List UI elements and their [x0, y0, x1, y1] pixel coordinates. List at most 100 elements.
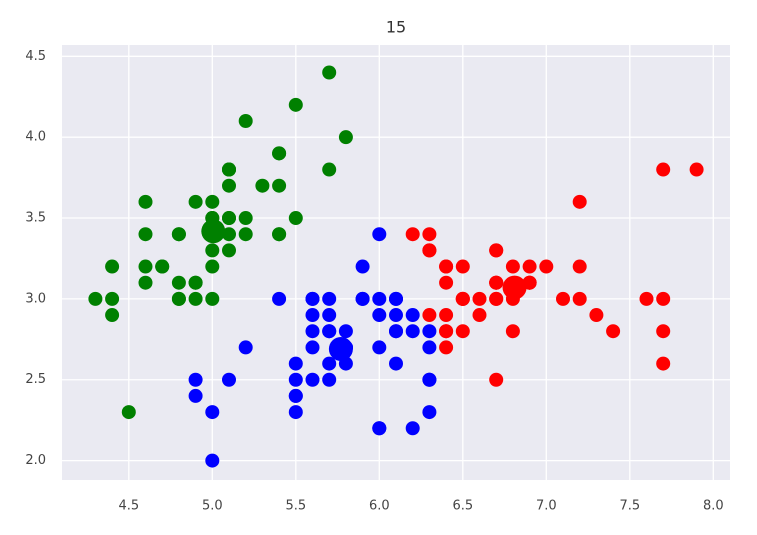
- point: [405, 421, 420, 436]
- point: [272, 291, 287, 306]
- point: [338, 130, 353, 145]
- point: [656, 324, 671, 339]
- point: [272, 146, 287, 161]
- x-tick-label: 6.0: [369, 499, 390, 514]
- point: [288, 388, 303, 403]
- point: [455, 291, 470, 306]
- point: [422, 340, 437, 355]
- point: [689, 162, 704, 177]
- point: [355, 291, 370, 306]
- point: [405, 227, 420, 242]
- y-tick-label: 2.5: [25, 372, 46, 387]
- point: [522, 259, 537, 274]
- plot-area: [62, 45, 730, 480]
- point: [539, 259, 554, 274]
- y-tick-label: 3.5: [25, 211, 46, 226]
- point: [422, 372, 437, 387]
- point: [372, 291, 387, 306]
- point: [556, 291, 570, 306]
- point: [572, 259, 587, 274]
- point: [606, 324, 621, 339]
- point: [105, 308, 120, 323]
- point: [355, 259, 370, 274]
- point: [288, 405, 303, 420]
- point: [238, 340, 253, 355]
- point: [405, 308, 420, 323]
- point: [205, 194, 220, 209]
- point: [188, 372, 203, 387]
- point: [639, 291, 654, 306]
- x-tick-label: 5.5: [285, 499, 306, 514]
- point: [322, 356, 337, 371]
- x-tick-label: 7.5: [619, 499, 640, 514]
- point: [88, 291, 103, 306]
- point: [272, 227, 287, 242]
- point: [455, 259, 470, 274]
- point: [589, 308, 604, 323]
- point: [338, 324, 353, 339]
- point: [155, 259, 170, 274]
- point: [489, 291, 504, 306]
- point: [489, 275, 504, 290]
- point: [439, 308, 454, 323]
- centroid: [502, 275, 527, 300]
- point: [222, 372, 236, 387]
- point: [372, 227, 387, 242]
- point: [505, 259, 520, 274]
- point: [656, 162, 671, 177]
- point: [138, 227, 153, 242]
- point: [472, 291, 487, 306]
- chart-title: 15: [386, 18, 406, 37]
- point: [489, 372, 504, 387]
- point: [489, 243, 504, 258]
- point: [439, 275, 454, 290]
- point: [305, 340, 320, 355]
- point: [222, 227, 236, 242]
- point: [322, 308, 337, 323]
- point: [439, 324, 454, 339]
- y-tick-label: 4.0: [25, 130, 46, 145]
- point: [439, 259, 454, 274]
- point: [188, 275, 203, 290]
- point: [422, 324, 437, 339]
- point: [372, 308, 387, 323]
- point: [138, 275, 153, 290]
- x-tick-label: 5.0: [202, 499, 223, 514]
- point: [188, 291, 203, 306]
- point: [205, 243, 220, 258]
- point: [222, 178, 236, 193]
- point: [389, 356, 403, 371]
- point: [171, 227, 186, 242]
- point: [322, 372, 337, 387]
- point: [656, 291, 671, 306]
- x-tick-label: 6.5: [452, 499, 473, 514]
- point: [389, 324, 403, 339]
- point: [138, 259, 153, 274]
- y-tick-label: 4.5: [25, 49, 46, 64]
- point: [322, 162, 337, 177]
- point: [305, 372, 320, 387]
- point: [205, 453, 220, 468]
- point: [171, 291, 186, 306]
- point: [105, 259, 120, 274]
- point: [222, 162, 236, 177]
- point: [288, 372, 303, 387]
- point: [372, 421, 387, 436]
- centroid: [201, 219, 226, 244]
- centroid: [328, 337, 353, 362]
- x-tick-label: 7.0: [536, 499, 557, 514]
- point: [288, 211, 303, 226]
- point: [205, 291, 220, 306]
- point: [288, 356, 303, 371]
- x-tick-label: 4.5: [118, 499, 139, 514]
- point: [138, 194, 153, 209]
- point: [171, 275, 186, 290]
- point: [389, 308, 403, 323]
- point: [255, 178, 270, 193]
- point: [188, 194, 203, 209]
- point: [389, 291, 403, 306]
- point: [188, 388, 203, 403]
- point: [422, 308, 437, 323]
- x-tick-label: 8.0: [703, 499, 724, 514]
- point: [305, 308, 320, 323]
